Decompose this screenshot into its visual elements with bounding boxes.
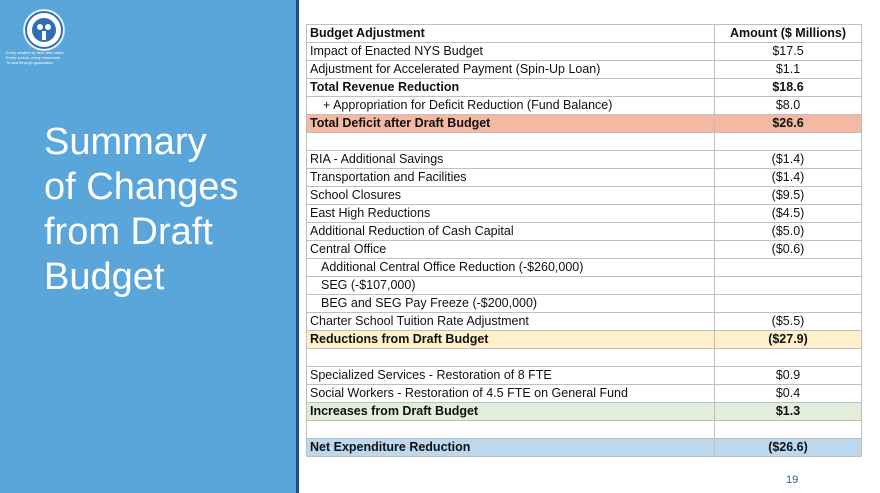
row-label: Increases from Draft Budget — [306, 402, 715, 421]
row-label: Reductions from Draft Budget — [306, 330, 715, 349]
row-amount: ($4.5) — [714, 204, 862, 223]
row-amount: $26.6 — [714, 114, 862, 133]
table-row: BEG and SEG Pay Freeze (-$200,000) — [306, 294, 862, 313]
table-row: RIA - Additional Savings ($1.4) — [306, 150, 862, 169]
row-label — [306, 420, 715, 439]
row-amount: ($27.9) — [714, 330, 862, 349]
row-label: + Appropriation for Deficit Reduction (F… — [306, 96, 715, 115]
title-line: Budget — [44, 256, 165, 298]
row-label: Social Workers - Restoration of 4.5 FTE … — [306, 384, 715, 403]
table-row — [306, 420, 862, 439]
row-label: Charter School Tuition Rate Adjustment — [306, 312, 715, 331]
title-line: of Changes — [44, 166, 239, 208]
title-line: from Draft — [44, 211, 213, 253]
row-amount — [714, 276, 862, 295]
tagline: Every student by face and name. Every sc… — [6, 50, 96, 65]
row-amount — [714, 420, 862, 439]
tagline-line: To and through graduation. — [6, 60, 54, 65]
row-amount: ($1.4) — [714, 168, 862, 187]
row-amount: $0.4 — [714, 384, 862, 403]
header-amount: Amount ($ Millions) — [714, 24, 862, 43]
table-row: Net Expenditure Reduction ($26.6) — [306, 438, 862, 457]
table-row — [306, 348, 862, 367]
row-label: Total Revenue Reduction — [306, 78, 715, 97]
row-amount: ($1.4) — [714, 150, 862, 169]
table-row: Reductions from Draft Budget ($27.9) — [306, 330, 862, 349]
slide-title: Summary of Changes from Draft Budget — [44, 120, 284, 300]
table-row: Additional Central Office Reduction (-$2… — [306, 258, 862, 277]
table-row: Adjustment for Accelerated Payment (Spin… — [306, 60, 862, 79]
row-amount: ($5.0) — [714, 222, 862, 241]
row-label: BEG and SEG Pay Freeze (-$200,000) — [306, 294, 715, 313]
row-amount — [714, 294, 862, 313]
row-amount: $8.0 — [714, 96, 862, 115]
row-label: SEG (-$107,000) — [306, 276, 715, 295]
row-label: East High Reductions — [306, 204, 715, 223]
table-row: SEG (-$107,000) — [306, 276, 862, 295]
row-amount: $17.5 — [714, 42, 862, 61]
row-amount: $1.1 — [714, 60, 862, 79]
table-row: Impact of Enacted NYS Budget $17.5 — [306, 42, 862, 61]
table-row: Additional Reduction of Cash Capital ($5.… — [306, 222, 862, 241]
row-label: Transportation and Facilities — [306, 168, 715, 187]
table-row — [306, 132, 862, 151]
row-amount — [714, 258, 862, 277]
row-amount: ($5.5) — [714, 312, 862, 331]
row-label: Additional Central Office Reduction (-$2… — [306, 258, 715, 277]
table-header-row: Budget Adjustment Amount ($ Millions) — [306, 24, 862, 43]
table-row: School Closures ($9.5) — [306, 186, 862, 205]
row-label — [306, 132, 715, 151]
row-amount: ($26.6) — [714, 438, 862, 457]
table-row: Charter School Tuition Rate Adjustment ($… — [306, 312, 862, 331]
row-label: Additional Reduction of Cash Capital — [306, 222, 715, 241]
row-label: Net Expenditure Reduction — [306, 438, 715, 457]
row-label: Adjustment for Accelerated Payment (Spin… — [306, 60, 715, 79]
row-amount: ($9.5) — [714, 186, 862, 205]
row-label: Total Deficit after Draft Budget — [306, 114, 715, 133]
district-logo — [24, 10, 64, 50]
logo-icon — [25, 11, 63, 49]
row-label: School Closures — [306, 186, 715, 205]
row-label: RIA - Additional Savings — [306, 150, 715, 169]
row-label — [306, 348, 715, 367]
page-number: 19 — [786, 474, 799, 486]
tagline-line: Every student by face and name. — [6, 50, 65, 55]
row-amount: ($0.6) — [714, 240, 862, 259]
row-amount: $18.6 — [714, 78, 862, 97]
panel-divider — [296, 0, 299, 493]
tagline-line: Every school, every classroom. — [6, 55, 62, 60]
row-label: Impact of Enacted NYS Budget — [306, 42, 715, 61]
table-row: + Appropriation for Deficit Reduction (F… — [306, 96, 862, 115]
table-row: Total Revenue Reduction $18.6 — [306, 78, 862, 97]
row-amount — [714, 348, 862, 367]
table-row: Transportation and Facilities ($1.4) — [306, 168, 862, 187]
row-amount: $1.3 — [714, 402, 862, 421]
table-row: Central Office ($0.6) — [306, 240, 862, 259]
budget-table: Budget Adjustment Amount ($ Millions) Im… — [306, 24, 862, 457]
table-row: Increases from Draft Budget $1.3 — [306, 402, 862, 421]
table-row: East High Reductions ($4.5) — [306, 204, 862, 223]
row-amount: $0.9 — [714, 366, 862, 385]
row-label: Central Office — [306, 240, 715, 259]
table-row: Social Workers - Restoration of 4.5 FTE … — [306, 384, 862, 403]
header-label: Budget Adjustment — [306, 24, 715, 43]
sidebar-panel: Every student by face and name. Every sc… — [0, 0, 296, 493]
row-amount — [714, 132, 862, 151]
title-line: Summary — [44, 121, 207, 163]
table-row: Specialized Services - Restoration of 8 … — [306, 366, 862, 385]
row-label: Specialized Services - Restoration of 8 … — [306, 366, 715, 385]
table-row: Total Deficit after Draft Budget $26.6 — [306, 114, 862, 133]
